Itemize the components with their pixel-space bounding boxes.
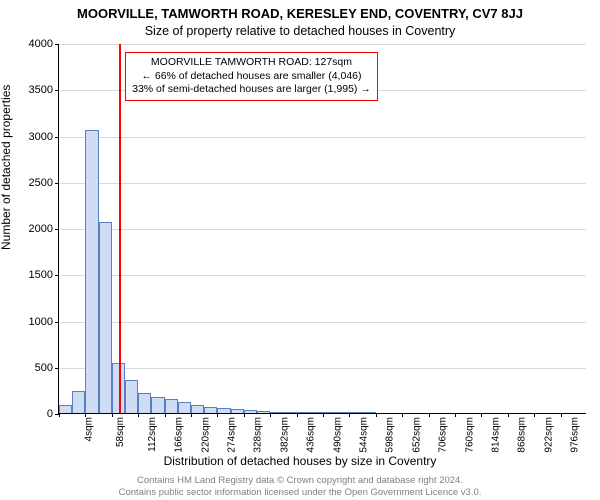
xtick-label: 220sqm xyxy=(200,417,211,453)
ytick-mark xyxy=(55,275,59,276)
chart-title-main: MOORVILLE, TAMWORTH ROAD, KERESLEY END, … xyxy=(0,6,600,21)
gridline xyxy=(59,229,586,230)
histogram-bar xyxy=(231,409,244,413)
callout-line: 33% of semi-detached houses are larger (… xyxy=(132,83,371,97)
xtick-label: 976sqm xyxy=(570,417,581,453)
ytick-mark xyxy=(55,183,59,184)
histogram-bar xyxy=(125,380,138,413)
gridline xyxy=(59,137,586,138)
xtick-label: 382sqm xyxy=(279,417,290,453)
ytick-label: 4000 xyxy=(29,38,53,50)
xtick-mark xyxy=(85,413,86,417)
histogram-bar xyxy=(257,411,270,413)
xtick-label: 814sqm xyxy=(491,417,502,453)
histogram-bar xyxy=(165,399,178,413)
ytick-mark xyxy=(55,368,59,369)
xtick-label: 706sqm xyxy=(438,417,449,453)
xtick-mark xyxy=(455,413,456,417)
histogram-bar xyxy=(244,410,257,413)
xtick-label: 328sqm xyxy=(253,417,264,453)
ytick-label: 500 xyxy=(35,362,53,374)
histogram-bar xyxy=(151,397,164,413)
ytick-label: 1000 xyxy=(29,316,53,328)
ytick-mark xyxy=(55,229,59,230)
ytick-label: 3500 xyxy=(29,84,53,96)
xtick-mark xyxy=(191,413,192,417)
callout-line: MOORVILLE TAMWORTH ROAD: 127sqm xyxy=(132,56,371,70)
xtick-label: 652sqm xyxy=(411,417,422,453)
ytick-label: 0 xyxy=(47,408,53,420)
footer-text-2: Contains public sector information licen… xyxy=(0,487,600,498)
gridline xyxy=(59,322,586,323)
histogram-bar xyxy=(99,222,112,413)
xtick-mark xyxy=(323,413,324,417)
histogram-bar xyxy=(297,412,310,413)
xtick-label: 436sqm xyxy=(306,417,317,453)
xtick-mark xyxy=(217,413,218,417)
xtick-mark xyxy=(402,413,403,417)
xtick-label: 58sqm xyxy=(115,417,126,447)
xtick-label: 760sqm xyxy=(464,417,475,453)
histogram-bar xyxy=(138,393,151,413)
histogram-bar xyxy=(283,412,296,413)
xtick-label: 922sqm xyxy=(543,417,554,453)
histogram-bar xyxy=(217,408,230,413)
callout-line: ← 66% of detached houses are smaller (4,… xyxy=(132,70,371,84)
histogram-bar xyxy=(349,412,362,413)
ytick-mark xyxy=(55,322,59,323)
xtick-mark xyxy=(429,413,430,417)
xtick-mark xyxy=(59,413,60,417)
xtick-mark xyxy=(138,413,139,417)
chart-container: MOORVILLE, TAMWORTH ROAD, KERESLEY END, … xyxy=(0,0,600,500)
xtick-label: 4sqm xyxy=(83,417,94,441)
xtick-mark xyxy=(561,413,562,417)
ytick-label: 1500 xyxy=(29,269,53,281)
xtick-mark xyxy=(349,413,350,417)
xtick-mark xyxy=(508,413,509,417)
xtick-label: 274sqm xyxy=(227,417,238,453)
histogram-bar xyxy=(310,412,323,413)
histogram-bar xyxy=(270,412,283,413)
xtick-mark xyxy=(534,413,535,417)
xtick-mark xyxy=(112,413,113,417)
xtick-mark xyxy=(165,413,166,417)
histogram-bar xyxy=(336,412,349,413)
xtick-label: 490sqm xyxy=(332,417,343,453)
xtick-mark xyxy=(481,413,482,417)
ytick-mark xyxy=(55,137,59,138)
footer-text-1: Contains HM Land Registry data © Crown c… xyxy=(0,475,600,486)
y-axis-label: Number of detached properties xyxy=(0,85,13,250)
xtick-mark xyxy=(244,413,245,417)
callout-box: MOORVILLE TAMWORTH ROAD: 127sqm← 66% of … xyxy=(125,52,378,101)
xtick-mark xyxy=(376,413,377,417)
xtick-mark xyxy=(297,413,298,417)
ytick-mark xyxy=(55,90,59,91)
histogram-bar xyxy=(85,130,98,413)
xtick-label: 544sqm xyxy=(359,417,370,453)
xtick-mark xyxy=(270,413,271,417)
histogram-bar xyxy=(363,412,376,413)
ytick-label: 3000 xyxy=(29,131,53,143)
xtick-label: 868sqm xyxy=(517,417,528,453)
x-axis-label: Distribution of detached houses by size … xyxy=(0,454,600,468)
xtick-label: 112sqm xyxy=(147,417,158,452)
histogram-bar xyxy=(204,407,217,413)
ytick-mark xyxy=(55,44,59,45)
gridline xyxy=(59,368,586,369)
histogram-bar xyxy=(72,391,85,413)
chart-title-sub: Size of property relative to detached ho… xyxy=(0,24,600,38)
histogram-bar xyxy=(178,402,191,413)
histogram-bar xyxy=(191,405,204,413)
gridline xyxy=(59,275,586,276)
ytick-label: 2500 xyxy=(29,177,53,189)
xtick-label: 166sqm xyxy=(174,417,185,453)
histogram-bar xyxy=(59,405,72,413)
marker-line xyxy=(119,44,121,413)
xtick-label: 598sqm xyxy=(385,417,396,453)
gridline xyxy=(59,44,586,45)
plot-area: 050010001500200025003000350040004sqm58sq… xyxy=(58,44,586,414)
gridline xyxy=(59,183,586,184)
ytick-label: 2000 xyxy=(29,223,53,235)
histogram-bar xyxy=(323,412,336,413)
